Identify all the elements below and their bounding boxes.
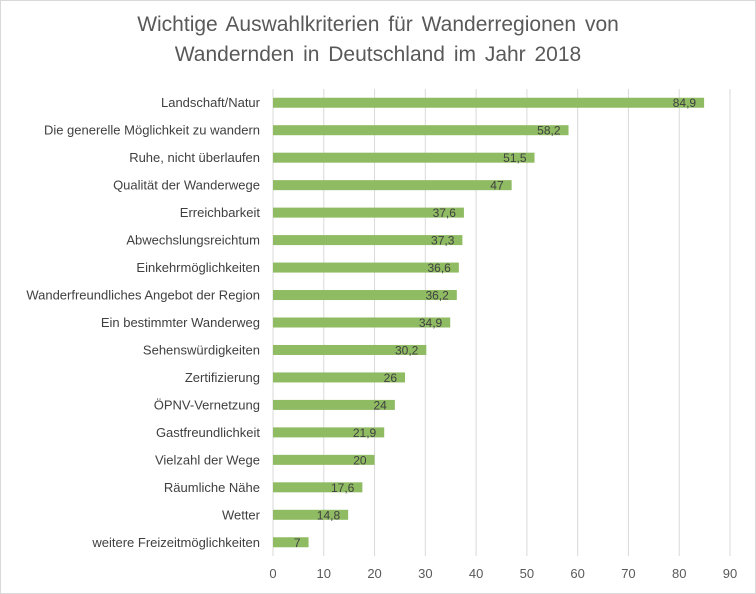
category-label: ÖPNV-Vernetzung <box>154 397 260 412</box>
data-label: 37,3 <box>431 234 455 248</box>
data-label: 34,9 <box>419 316 443 330</box>
data-label: 7 <box>294 536 301 550</box>
category-label: Landschaft/Natur <box>161 95 261 110</box>
bar <box>273 125 569 136</box>
data-label: 58,2 <box>537 124 561 138</box>
category-label: Die generelle Möglichkeit zu wandern <box>44 123 260 138</box>
data-label: 26 <box>384 371 398 385</box>
data-label: 37,6 <box>433 206 457 220</box>
bar <box>273 509 349 520</box>
x-tick-label: 40 <box>469 566 483 581</box>
category-label: Ruhe, nicht überlaufen <box>129 150 260 165</box>
chart-title-line2: Wandernden in Deutschland im Jahr 2018 <box>174 43 582 66</box>
category-label: weitere Freizeitmöglichkeiten <box>91 535 260 550</box>
x-tick-label: 10 <box>317 566 331 581</box>
data-label: 36,6 <box>427 261 451 275</box>
bar <box>273 207 464 218</box>
bars <box>273 97 705 548</box>
bar <box>273 454 375 465</box>
category-label: Qualität der Wanderwege <box>113 178 260 193</box>
data-label: 47 <box>490 179 504 193</box>
category-label: Gastfreundlichkeit <box>156 425 260 440</box>
bar <box>273 427 385 438</box>
data-label: 14,8 <box>317 508 341 522</box>
data-label: 20 <box>353 453 367 467</box>
chart-title: Wichtige Auswahlkriterien für Wanderregi… <box>0 10 756 70</box>
category-label: Ein bestimmter Wanderweg <box>101 315 260 330</box>
category-label: Räumliche Nähe <box>164 480 260 495</box>
bar <box>273 262 459 273</box>
category-label: Sehenswürdigkeiten <box>143 342 260 357</box>
bar <box>273 344 427 355</box>
bar <box>273 399 395 410</box>
bar <box>273 290 457 301</box>
bar <box>273 372 406 383</box>
category-label: Wetter <box>222 507 261 522</box>
bar <box>273 317 451 328</box>
bar <box>273 235 463 246</box>
data-label: 24 <box>374 398 388 412</box>
bar <box>273 482 363 493</box>
data-label: 17,6 <box>331 481 355 495</box>
x-tick-label: 50 <box>520 566 534 581</box>
x-tick-label: 80 <box>672 566 686 581</box>
category-label: Einkehrmöglichkeiten <box>136 260 260 275</box>
x-tick-label: 70 <box>621 566 635 581</box>
bar <box>273 97 705 108</box>
bar <box>273 152 535 163</box>
data-label: 84,9 <box>673 96 697 110</box>
data-label: 21,9 <box>353 426 377 440</box>
x-tick-label: 0 <box>269 566 276 581</box>
x-tick-label: 90 <box>723 566 737 581</box>
data-label: 36,2 <box>425 289 449 303</box>
category-label: Abwechslungsreichtum <box>126 233 260 248</box>
x-tick-label: 20 <box>367 566 381 581</box>
category-label: Zertifizierung <box>185 370 260 385</box>
category-label: Wanderfreundliches Angebot der Region <box>26 288 260 303</box>
chart-title-line1: Wichtige Auswahlkriterien für Wanderregi… <box>137 13 619 36</box>
bar <box>273 537 309 548</box>
bar <box>273 180 512 191</box>
x-axis-tick-labels: 0 10 20 30 40 50 60 70 80 90 <box>269 566 737 581</box>
x-tick-label: 60 <box>570 566 584 581</box>
category-label: Vielzahl der Wege <box>155 452 260 467</box>
data-label: 30,2 <box>395 343 419 357</box>
data-label: 51,5 <box>503 151 527 165</box>
x-tick-label: 30 <box>418 566 432 581</box>
value-labels: 84,9 58,2 51,5 47 37,6 37,3 36,6 36,2 34,930,2 26… <box>294 96 697 550</box>
category-label: Erreichbarkeit <box>180 205 261 220</box>
category-labels: Landschaft/Natur Die generelle Möglichkei… <box>26 95 260 550</box>
